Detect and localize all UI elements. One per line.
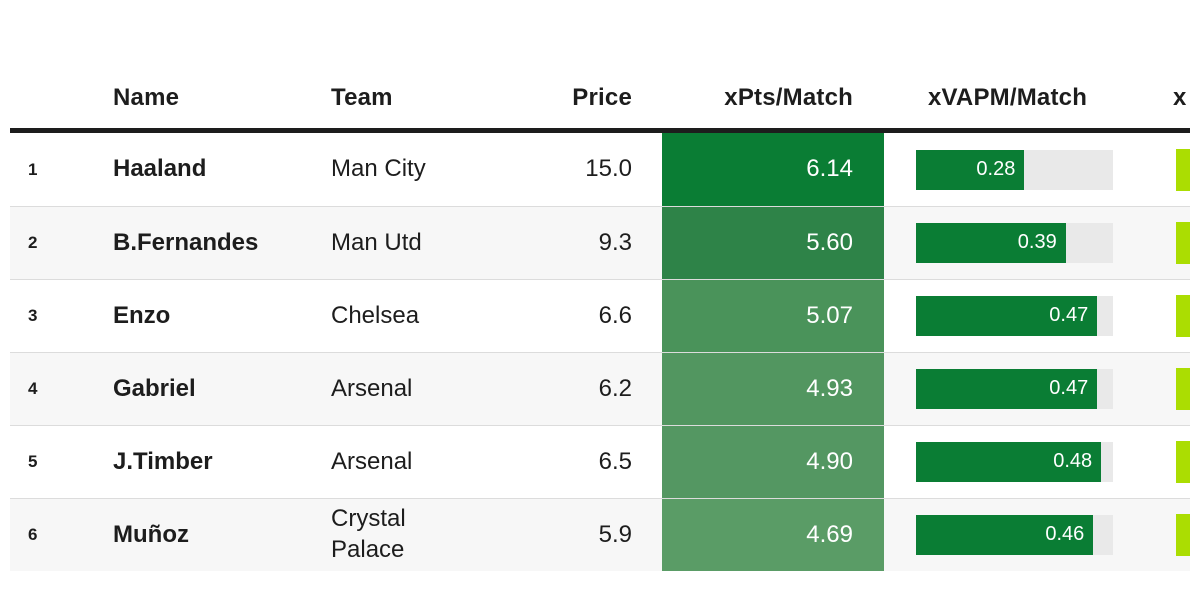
xvapm-bar-cell: 0.48 [884,426,1145,498]
clipped-column-cell [1145,426,1190,498]
xvapm-bar-cell: 0.46 [884,499,1145,571]
price-value: 9.3 [598,228,632,256]
player-name: B.Fernandes [113,228,259,256]
player-name: Enzo [113,301,171,329]
price-value: 6.5 [598,447,632,475]
xvapm-bar-fill: 0.39 [916,223,1066,263]
table-row[interactable]: 1 Haaland Man City 15.0 6.14 0.28 [10,133,1190,206]
xpts-heat-cell: 4.69 [662,499,884,571]
table-body: 1 Haaland Man City 15.0 6.14 0.28 2 B.Fe… [10,133,1190,571]
price-value: 15.0 [585,155,632,183]
price-value: 5.9 [598,520,632,548]
table-row[interactable]: 4 Gabriel Arsenal 6.2 4.93 0.47 [10,352,1190,425]
price-value: 6.2 [598,374,632,402]
xvapm-bar-fill: 0.48 [916,442,1102,482]
rank-cell: 5 [28,452,38,472]
header-name[interactable]: Name [113,84,180,111]
header-next-column-clipped[interactable]: x [1173,84,1187,111]
header-divider-rule [10,128,1190,133]
clipped-column-cell [1145,499,1190,571]
xvapm-bar-track: 0.39 [916,223,1113,263]
xvapm-bar-cell: 0.47 [884,353,1145,425]
xvapm-bar-cell: 0.28 [884,133,1145,206]
xvapm-bar-fill: 0.46 [916,515,1094,555]
clipped-chartreuse-bar [1176,368,1190,410]
clipped-chartreuse-bar [1176,148,1190,191]
xvapm-bar-fill: 0.47 [916,369,1098,409]
xvapm-bar-fill: 0.28 [916,149,1025,190]
player-name: J.Timber [113,447,213,475]
table-row[interactable]: 3 Enzo Chelsea 6.6 5.07 0.47 [10,279,1190,352]
table-header-row: Name Team Price xPts/Match xVAPM/Match x [10,68,1190,128]
table-row[interactable]: 5 J.Timber Arsenal 6.5 4.90 0.48 [10,425,1190,498]
xvapm-bar-cell: 0.47 [884,280,1145,352]
xvapm-bar-track: 0.48 [916,442,1113,482]
clipped-column-cell [1145,353,1190,425]
rank-cell: 6 [28,525,38,545]
xpts-heat-cell: 5.60 [662,207,884,279]
price-value: 6.6 [598,301,632,329]
rank-cell: 2 [28,233,38,253]
player-stats-table: Name Team Price xPts/Match xVAPM/Match x… [10,68,1190,571]
header-price[interactable]: Price [572,84,632,111]
team-name: Arsenal [331,447,413,475]
player-name: Gabriel [113,374,196,402]
xvapm-bar-track: 0.28 [916,149,1113,190]
clipped-column-cell [1145,207,1190,279]
team-name: Man City [331,155,426,183]
xpts-heat-cell: 4.90 [662,426,884,498]
rank-cell: 4 [28,379,38,399]
header-team[interactable]: Team [331,84,393,111]
xvapm-bar-track: 0.47 [916,296,1113,336]
clipped-column-cell [1145,280,1190,352]
header-xvapm-per-match[interactable]: xVAPM/Match [927,84,1088,111]
clipped-column-cell [1145,133,1190,206]
rank-cell: 1 [28,159,38,179]
team-name: Man Utd [331,228,422,256]
table-row[interactable]: 6 Muñoz Crystal Palace 5.9 4.69 0.46 [10,498,1190,571]
xpts-heat-cell: 5.07 [662,280,884,352]
player-name: Muñoz [113,520,189,548]
clipped-chartreuse-bar [1176,295,1190,337]
xpts-heat-cell: 6.14 [662,133,884,206]
table-row[interactable]: 2 B.Fernandes Man Utd 9.3 5.60 0.39 [10,206,1190,279]
xpts-heat-cell: 4.93 [662,353,884,425]
clipped-chartreuse-bar [1176,514,1190,556]
team-name: Crystal Palace [331,505,406,563]
team-name: Chelsea [331,301,420,329]
clipped-chartreuse-bar [1176,441,1190,483]
rank-cell: 3 [28,306,38,326]
player-name: Haaland [113,155,207,183]
xvapm-bar-track: 0.46 [916,515,1113,555]
xvapm-bar-fill: 0.47 [916,296,1098,336]
xvapm-bar-track: 0.47 [916,369,1113,409]
clipped-chartreuse-bar [1176,222,1190,264]
xvapm-bar-cell: 0.39 [884,207,1145,279]
header-xpts-per-match[interactable]: xPts/Match [724,84,853,111]
team-name: Arsenal [331,374,413,402]
